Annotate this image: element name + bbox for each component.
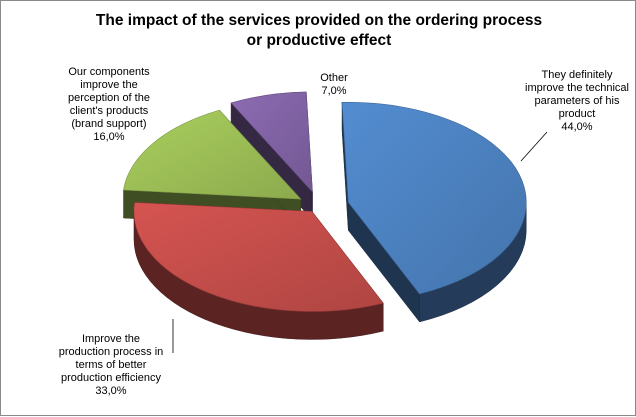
data-label-line: production process in: [59, 346, 164, 358]
pie-slice-top: [230, 91, 313, 193]
pie-slice-top: [133, 202, 384, 312]
data-label-line: 44,0%: [561, 121, 592, 133]
data-label-line: Our components: [68, 66, 150, 78]
chart-title-line-2: or productive effect: [247, 32, 392, 49]
data-label-text: Our components improve the perception of t…: [68, 66, 150, 143]
data-label-line: Improve the: [82, 333, 140, 345]
data-label-line: improve the technical: [525, 82, 629, 94]
data-label-line: 7,0%: [321, 85, 346, 97]
data-label-line: production efficiency: [61, 372, 162, 384]
data-label-text: Improve the production process in terms of…: [59, 333, 164, 397]
pie-slice-top: [341, 102, 527, 295]
data-label-components: Our components improve the perception of t…: [68, 66, 150, 143]
data-label-line: terms of better: [76, 359, 147, 371]
data-label-line: 33,0%: [95, 385, 126, 397]
data-label-other: Other 7,0%: [320, 72, 348, 97]
data-label-line: improve the: [80, 79, 137, 91]
pie-slice-production: [133, 202, 384, 340]
chart-title-line-1: The impact of the services provided on t…: [96, 12, 542, 29]
pie-slice-technical: [341, 102, 527, 323]
data-label-text: They definitely improve the technical para…: [525, 69, 629, 133]
data-label-production: Improve the production process in terms of…: [59, 319, 174, 397]
leader-line: [520, 131, 548, 162]
data-label-line: product: [559, 108, 596, 120]
data-label-line: (brand support): [71, 118, 146, 130]
data-label-line: parameters of his: [535, 95, 620, 107]
data-label-line: Other: [320, 72, 348, 84]
data-label-text: Other 7,0%: [320, 72, 348, 97]
pie-slice-top: [123, 109, 302, 200]
data-label-line: 16,0%: [93, 131, 124, 143]
data-label-line: They definitely: [542, 69, 613, 81]
data-label-technical: They definitely improve the technical para…: [520, 69, 629, 162]
data-label-line: perception of the: [68, 92, 150, 104]
data-label-line: client's products: [70, 105, 149, 117]
